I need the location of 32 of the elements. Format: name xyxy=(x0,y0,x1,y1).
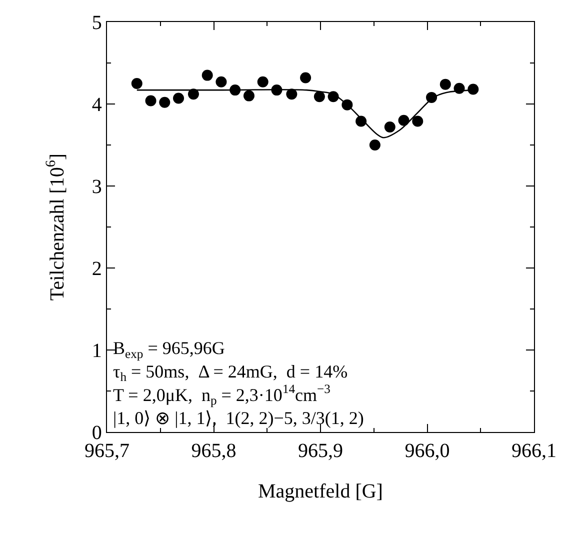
point xyxy=(314,91,325,102)
point xyxy=(159,96,170,108)
annotation: τ$_{h}$ = 50ms, Δ = 24mG, d = 14% xyxy=(113,361,348,384)
y-tick-label: 2 xyxy=(92,258,102,280)
point xyxy=(369,140,380,150)
annotation: |1, 0⟩ ⊗ |1, 1⟩, 1(2, 2)−5, 3/3(1, 2) xyxy=(113,408,364,428)
point xyxy=(257,76,268,88)
point xyxy=(440,78,451,90)
point xyxy=(131,78,142,89)
point xyxy=(468,84,479,95)
point xyxy=(384,121,396,132)
point xyxy=(173,92,184,104)
point xyxy=(216,76,227,88)
y-tick-label: 3 xyxy=(92,176,102,198)
x-axis-title: Magnetfeld [G] xyxy=(258,480,383,503)
annotation: B$_{exp}$ = 965,96G xyxy=(113,338,225,361)
y-tick-label: 4 xyxy=(92,94,102,116)
x-tick-label: 965,8 xyxy=(191,440,236,462)
x-tick-label: 966,0 xyxy=(404,440,450,462)
x-tick-label: 966,1 xyxy=(512,440,556,462)
point xyxy=(286,88,298,100)
point xyxy=(243,90,254,102)
point xyxy=(398,114,410,126)
point xyxy=(300,72,312,84)
point xyxy=(188,88,199,100)
y-tick-label: 5 xyxy=(92,12,102,34)
annotation: T = 2,0μK, n$_{p}$ = 2,3·10$^{14}$cm$^{−3}$ xyxy=(113,382,330,408)
y-tick-label: 1 xyxy=(92,340,102,362)
point xyxy=(202,70,213,81)
point xyxy=(145,95,156,106)
point xyxy=(412,116,424,127)
x-tick-label: 965,9 xyxy=(298,440,343,462)
